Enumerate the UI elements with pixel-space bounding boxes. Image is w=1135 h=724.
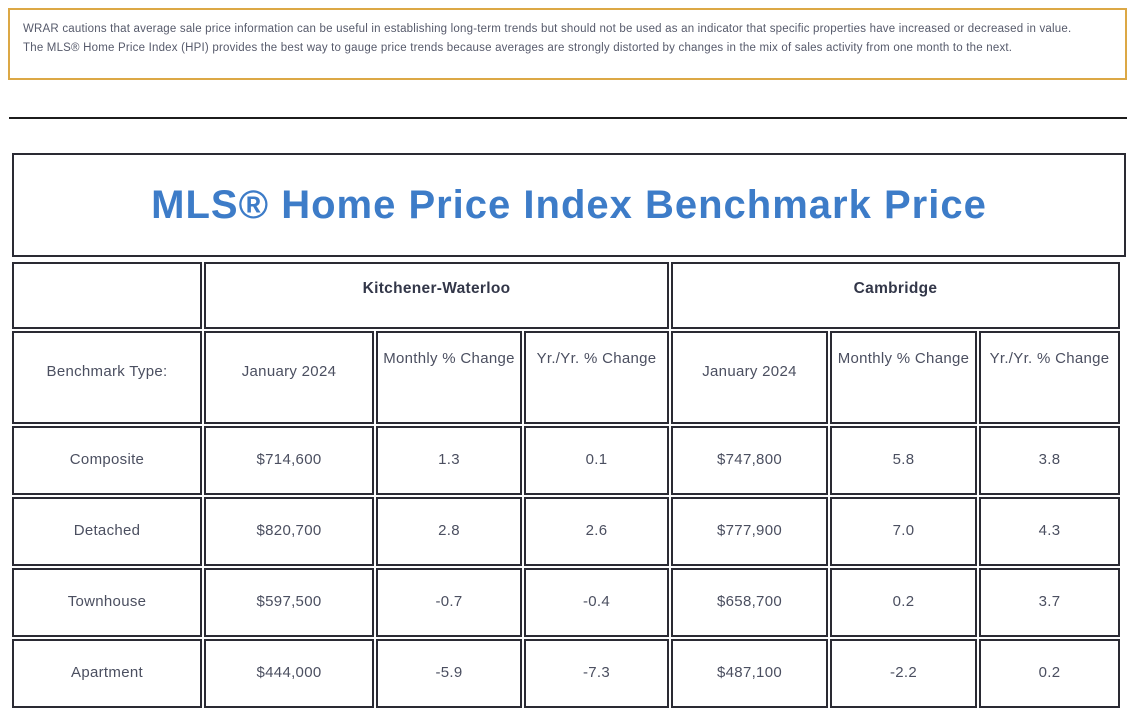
kw-yoy-cell: 2.6 xyxy=(524,497,669,566)
title-box: MLS® Home Price Index Benchmark Price xyxy=(12,153,1126,257)
benchmark-type-cell: Composite xyxy=(12,426,202,495)
cam-monthly-cell: 5.8 xyxy=(830,426,977,495)
kw-price-cell: $714,600 xyxy=(204,426,374,495)
cam-price-cell: $487,100 xyxy=(671,639,828,708)
kw-monthly-cell: -5.9 xyxy=(376,639,522,708)
cam-yoy-cell: 4.3 xyxy=(979,497,1120,566)
benchmark-type-header: Benchmark Type: xyxy=(12,331,202,424)
region-header-cambridge: Cambridge xyxy=(671,262,1120,329)
table-row-apartment: Apartment $444,000 -5.9 -7.3 $487,100 -2… xyxy=(12,639,1120,708)
benchmark-type-cell: Detached xyxy=(12,497,202,566)
kw-monthly-cell: 1.3 xyxy=(376,426,522,495)
kw-yoy-cell: -0.4 xyxy=(524,568,669,637)
benchmark-type-cell: Apartment xyxy=(12,639,202,708)
col-header-kw-yoy-change: Yr./Yr. % Change xyxy=(524,331,669,424)
table-row-composite: Composite $714,600 1.3 0.1 $747,800 5.8 … xyxy=(12,426,1120,495)
col-header-cam-monthly-change: Monthly % Change xyxy=(830,331,977,424)
disclaimer-line-1: WRAR cautions that average sale price in… xyxy=(23,23,1072,35)
page-title: MLS® Home Price Index Benchmark Price xyxy=(151,182,987,227)
kw-monthly-cell: 2.8 xyxy=(376,497,522,566)
section-divider xyxy=(9,117,1127,119)
col-header-kw-monthly-change: Monthly % Change xyxy=(376,331,522,424)
cam-price-cell: $658,700 xyxy=(671,568,828,637)
table-row-detached: Detached $820,700 2.8 2.6 $777,900 7.0 4… xyxy=(12,497,1120,566)
region-header-kitchener-waterloo: Kitchener-Waterloo xyxy=(204,262,669,329)
cam-price-cell: $777,900 xyxy=(671,497,828,566)
table-row-townhouse: Townhouse $597,500 -0.7 -0.4 $658,700 0.… xyxy=(12,568,1120,637)
cam-yoy-cell: 0.2 xyxy=(979,639,1120,708)
region-header-row: Kitchener-Waterloo Cambridge xyxy=(12,262,1120,329)
benchmark-type-cell: Townhouse xyxy=(12,568,202,637)
cam-monthly-cell: -2.2 xyxy=(830,639,977,708)
col-header-kw-month: January 2024 xyxy=(204,331,374,424)
cam-yoy-cell: 3.7 xyxy=(979,568,1120,637)
kw-yoy-cell: -7.3 xyxy=(524,639,669,708)
col-header-cam-month: January 2024 xyxy=(671,331,828,424)
col-header-cam-yoy-change: Yr./Yr. % Change xyxy=(979,331,1120,424)
kw-monthly-cell: -0.7 xyxy=(376,568,522,637)
disclaimer-line-2: The MLS® Home Price Index (HPI) provides… xyxy=(23,42,1013,54)
column-header-row: Benchmark Type: January 2024 Monthly % C… xyxy=(12,331,1120,424)
hpi-benchmark-table: Kitchener-Waterloo Cambridge Benchmark T… xyxy=(10,260,1122,710)
cam-yoy-cell: 3.8 xyxy=(979,426,1120,495)
corner-empty-cell xyxy=(12,262,202,329)
cam-monthly-cell: 7.0 xyxy=(830,497,977,566)
kw-price-cell: $444,000 xyxy=(204,639,374,708)
kw-price-cell: $820,700 xyxy=(204,497,374,566)
cam-price-cell: $747,800 xyxy=(671,426,828,495)
cam-monthly-cell: 0.2 xyxy=(830,568,977,637)
kw-price-cell: $597,500 xyxy=(204,568,374,637)
disclaimer-box: WRAR cautions that average sale price in… xyxy=(8,8,1127,80)
kw-yoy-cell: 0.1 xyxy=(524,426,669,495)
